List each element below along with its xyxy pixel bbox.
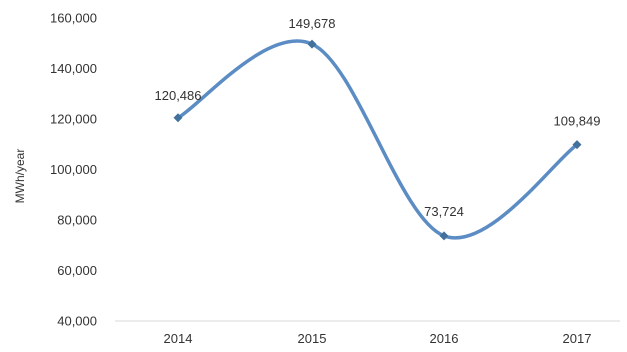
y-tick-label: 100,000 — [50, 162, 97, 177]
data-point-marker — [173, 113, 183, 123]
data-point-marker — [572, 140, 582, 150]
y-tick-label: 140,000 — [50, 61, 97, 76]
data-label: 149,678 — [289, 16, 336, 31]
series-line — [176, 39, 579, 240]
data-labels: 120,486 149,678 73,724 109,849 — [155, 16, 601, 219]
data-point-marker — [307, 39, 317, 49]
y-axis: 40,000 60,000 80,000 100,000 120,000 140,000 1… — [50, 11, 97, 329]
y-axis-title: MWh/year — [13, 149, 27, 204]
y-tick-label: 120,000 — [50, 112, 97, 127]
y-tick-label: 40,000 — [57, 314, 97, 329]
x-tick-label: 2016 — [430, 331, 459, 346]
data-markers — [173, 39, 582, 241]
y-tick-label: 160,000 — [50, 11, 97, 26]
data-label: 120,486 — [155, 88, 202, 103]
x-tick-label: 2014 — [164, 331, 193, 346]
y-tick-label: 80,000 — [57, 213, 97, 228]
y-tick-label: 60,000 — [57, 263, 97, 278]
x-tick-label: 2015 — [298, 331, 327, 346]
data-label: 73,724 — [424, 204, 464, 219]
x-axis: 2014 2015 2016 2017 — [164, 331, 592, 346]
data-label: 109,849 — [554, 114, 601, 129]
y-axis-title-group: MWh/year — [13, 149, 27, 204]
x-tick-label: 2017 — [563, 331, 592, 346]
data-point-marker — [439, 231, 449, 241]
